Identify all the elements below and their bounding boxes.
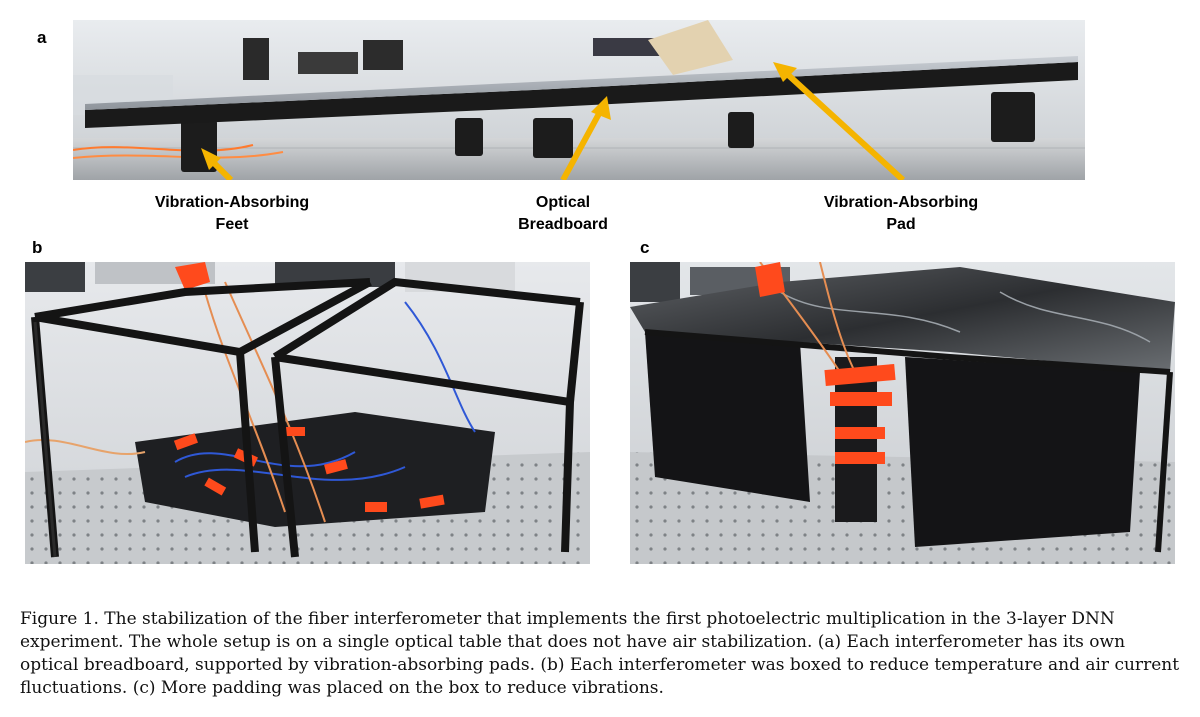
arrow-pad <box>773 62 906 180</box>
black-side-panel <box>905 357 1140 547</box>
callout-pad-line2: Pad <box>886 216 916 233</box>
breadboard-photo-illustration <box>73 20 1085 180</box>
panel-c-letter: c <box>640 238 650 257</box>
background-mount <box>243 38 269 80</box>
caption-label: Figure 1. <box>20 609 99 629</box>
vibration-foot <box>728 112 754 148</box>
padded-box-illustration <box>630 262 1175 564</box>
arrow-feet <box>201 148 234 180</box>
caption-text: The stabilization of the fiber interfero… <box>20 609 1180 698</box>
panel-a-photo <box>73 20 1085 180</box>
callout-breadboard-line1: Optical <box>535 194 591 211</box>
vibration-foot <box>455 118 483 156</box>
optical-breadboard <box>85 62 1078 128</box>
vibration-foot <box>533 118 573 158</box>
vibration-pad <box>85 56 1078 110</box>
vibration-foot <box>991 92 1035 142</box>
figure-caption: Figure 1. The stabilization of the fiber… <box>20 608 1185 700</box>
panel-b-letter: b <box>32 238 43 257</box>
callout-pad: Vibration-Absorbing Pad <box>801 192 1001 236</box>
callout-feet: Vibration-Absorbing Feet <box>132 192 332 236</box>
callout-breadboard-line2: Breadboard <box>518 216 608 233</box>
callout-feet-line2: Feet <box>215 216 249 233</box>
callout-breadboard: Optical Breadboard <box>488 192 638 236</box>
boxed-interferometer-illustration <box>25 262 590 564</box>
callout-feet-line1: Vibration-Absorbing <box>154 194 310 211</box>
arrow-breadboard <box>560 96 611 180</box>
panel-a-letter: a <box>37 28 47 47</box>
panel-b-photo <box>25 262 590 564</box>
callout-pad-line1: Vibration-Absorbing <box>823 194 979 211</box>
black-side-panel <box>645 332 810 502</box>
panel-c-photo <box>630 262 1175 564</box>
